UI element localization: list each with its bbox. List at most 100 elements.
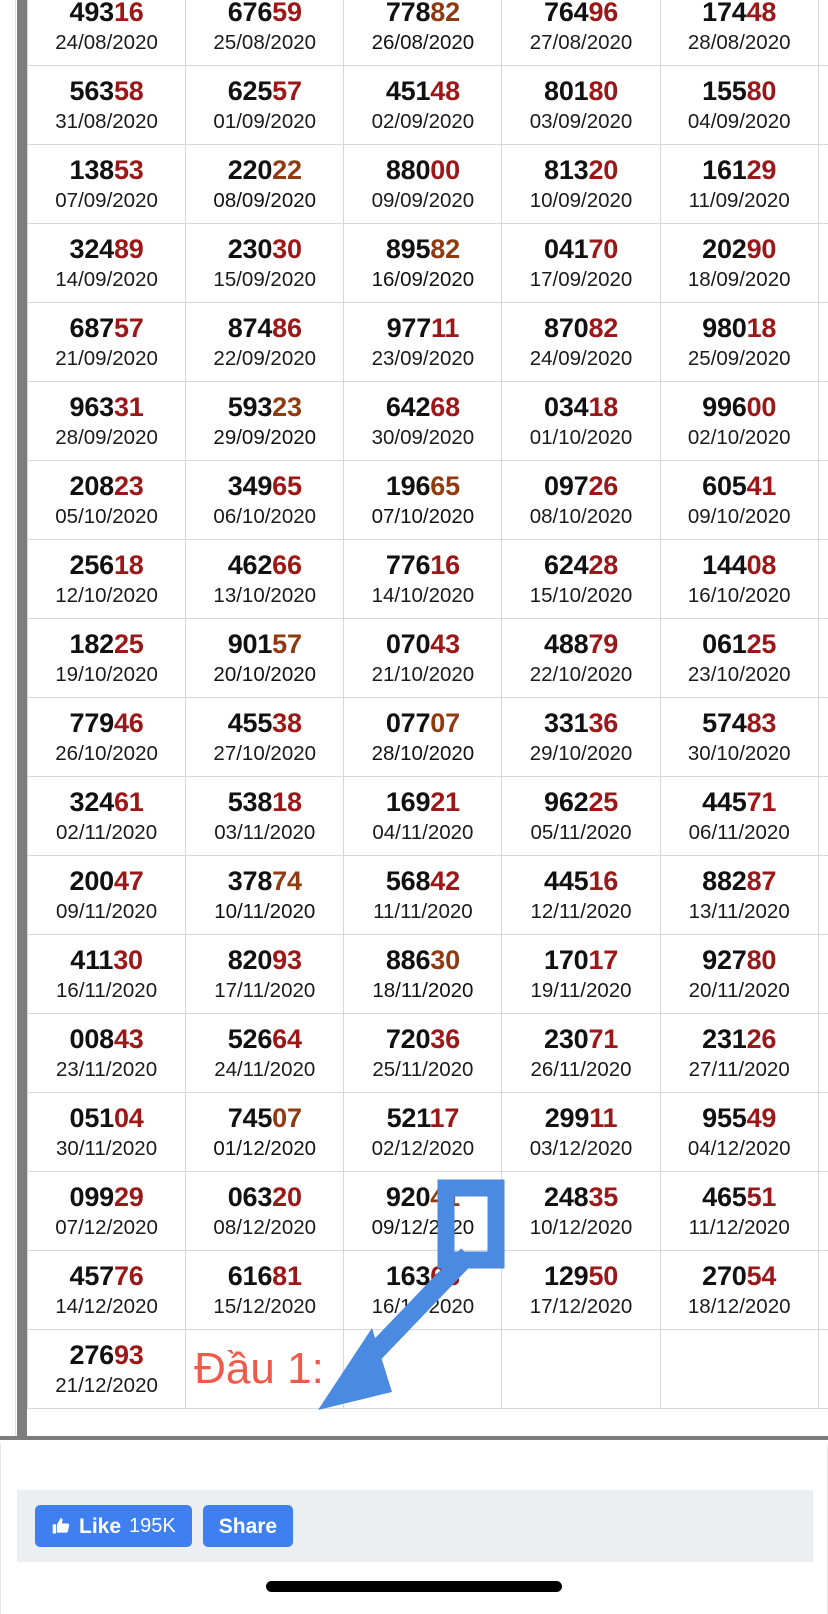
result-cell[interactable]: 59323 29/09/2020 [185,381,345,461]
result-cell[interactable]: 12950 17/12/2020 [501,1250,661,1330]
result-cell[interactable]: 16363 16/12/2020 [343,1250,503,1330]
result-cell[interactable]: 60541 09/10/2020 [659,460,819,540]
result-cell[interactable]: 32489 14/09/2020 [26,223,187,303]
result-cell[interactable]: 25618 12/10/2020 [26,539,187,619]
result-cell[interactable]: 76496 27/08/2020 [501,0,661,66]
result-cell[interactable]: 56842 11/11/2020 [343,855,503,935]
result-cell[interactable]: 62428 15/10/2020 [501,539,661,619]
result-cell[interactable]: 15580 04/09/2020 [659,65,819,145]
result-cell[interactable]: 82093 17/11/2020 [185,934,345,1014]
result-cell[interactable]: 18225 19/10/2020 [26,618,187,698]
result-cell[interactable]: 92780 20/11/2020 [659,934,819,1014]
result-cell[interactable]: 05104 30/11/2020 [26,1092,187,1172]
result-cell[interactable]: 88000 09/09/2020 [343,144,503,224]
result-cell[interactable]: 88287 13/11/2020 [659,855,819,935]
result-cell[interactable]: 67659 25/08/2020 [185,0,345,66]
result-cell[interactable]: 17017 19/11/2020 [501,934,661,1014]
result-cell[interactable]: 87486 22/09/2020 [185,302,345,382]
result-cell[interactable]: 45148 02/09/2020 [343,65,503,145]
result-cell[interactable]: 52117 02/12/2020 [343,1092,503,1172]
result-cell[interactable]: 48879 22/10/2020 [501,618,661,698]
result-cell[interactable]: 17448 28/08/2020 [659,0,819,66]
result-cell[interactable]: 23030 15/09/2020 [185,223,345,303]
result-cell[interactable]: 99600 02/10/2020 [659,381,819,461]
vertical-scrollbar[interactable] [17,0,27,1436]
result-cell[interactable]: 09726 08/10/2020 [501,460,661,540]
result-cell[interactable]: 72036 25/11/2020 [343,1013,503,1093]
result-cell[interactable]: 22022 08/09/2020 [185,144,345,224]
result-cell[interactable]: 23126 27/11/2020 [659,1013,819,1093]
result-cell[interactable]: 23071 26/11/2020 [501,1013,661,1093]
result-date: 23/09/2020 [371,346,475,370]
result-cell[interactable]: 77882 26/08/2020 [343,0,503,66]
result-cell[interactable]: 16129 11/09/2020 [659,144,819,224]
result-cell[interactable]: 45538 27/10/2020 [185,697,345,777]
facebook-like-button[interactable]: Like 195K [35,1505,192,1547]
result-cell[interactable]: 34965 06/10/2020 [185,460,345,540]
empty-cell [817,776,828,856]
result-cell[interactable]: 06125 23/10/2020 [659,618,819,698]
result-cell[interactable]: 24835 10/12/2020 [501,1171,661,1251]
result-cell[interactable]: 46266 13/10/2020 [185,539,345,619]
facebook-share-button[interactable]: Share [202,1505,294,1547]
result-cell[interactable]: 80180 03/09/2020 [501,65,661,145]
result-cell[interactable]: 87082 24/09/2020 [501,302,661,382]
result-cell[interactable]: 41130 16/11/2020 [26,934,187,1014]
result-cell[interactable]: 68757 21/09/2020 [26,302,187,382]
result-cell[interactable]: 44571 06/11/2020 [659,776,819,856]
result-date: 14/12/2020 [55,1294,158,1318]
result-cell[interactable]: 90157 20/10/2020 [185,618,345,698]
result-cell[interactable]: 06320 08/12/2020 [185,1171,345,1251]
result-cell[interactable]: 03418 01/10/2020 [501,381,661,461]
result-date: 30/10/2020 [687,741,791,765]
result-number-tail: 23 [272,391,302,422]
note-cell[interactable]: Đầu 1: [185,1329,345,1409]
result-number-tail: 66 [272,549,302,580]
result-cell[interactable]: 19665 07/10/2020 [343,460,503,540]
result-cell[interactable]: 49316 24/08/2020 [26,0,187,66]
result-cell[interactable]: 09929 07/12/2020 [26,1171,187,1251]
result-cell[interactable]: 53818 03/11/2020 [185,776,345,856]
result-cell[interactable]: 95549 04/12/2020 [659,1092,819,1172]
result-cell[interactable]: 07707 28/10/2020 [343,697,503,777]
result-number-tail: 20 [272,1181,302,1212]
result-cell[interactable]: 13853 07/09/2020 [26,144,187,224]
result-cell[interactable]: 04170 17/09/2020 [501,223,661,303]
result-cell[interactable]: 57483 30/10/2020 [659,697,819,777]
result-cell[interactable]: 14408 16/10/2020 [659,539,819,619]
result-cell[interactable]: 89582 16/09/2020 [343,223,503,303]
result-cell[interactable]: 96225 05/11/2020 [501,776,661,856]
result-cell[interactable]: 96331 28/09/2020 [26,381,187,461]
result-cell[interactable]: 27054 18/12/2020 [659,1250,819,1330]
result-cell[interactable]: 27693 21/12/2020 [26,1329,187,1409]
result-cell[interactable]: 29911 03/12/2020 [501,1092,661,1172]
result-cell[interactable]: 61681 15/12/2020 [185,1250,345,1330]
result-cell[interactable]: 92041 09/12/2020 [343,1171,503,1251]
result-cell[interactable]: 44516 12/11/2020 [501,855,661,935]
result-cell[interactable]: 46551 11/12/2020 [659,1171,819,1251]
result-cell[interactable]: 20290 18/09/2020 [659,223,819,303]
result-cell[interactable]: 16921 04/11/2020 [343,776,503,856]
result-cell[interactable]: 77946 26/10/2020 [26,697,187,777]
result-number-tail: 00 [746,391,777,422]
result-number: 48879 [544,628,619,659]
results-table-viewport[interactable]: 49316 24/08/2020 67659 25/08/2020 77882 26/08… [0,0,828,1440]
result-cell[interactable]: 62557 01/09/2020 [185,65,345,145]
result-cell[interactable]: 77616 14/10/2020 [343,539,503,619]
result-cell[interactable]: 97711 23/09/2020 [343,302,503,382]
result-cell[interactable]: 20047 09/11/2020 [26,855,187,935]
result-cell[interactable]: 56358 31/08/2020 [26,65,187,145]
result-cell[interactable]: 07043 21/10/2020 [343,618,503,698]
result-cell[interactable]: 32461 02/11/2020 [26,776,187,856]
result-cell[interactable]: 37874 10/11/2020 [185,855,345,935]
result-cell[interactable]: 74507 01/12/2020 [185,1092,345,1172]
result-cell[interactable]: 98018 25/09/2020 [659,302,819,382]
result-cell[interactable]: 64268 30/09/2020 [343,381,503,461]
result-cell[interactable]: 52664 24/11/2020 [185,1013,345,1093]
result-cell[interactable]: 33136 29/10/2020 [501,697,661,777]
result-cell[interactable]: 81320 10/09/2020 [501,144,661,224]
result-cell[interactable]: 00843 23/11/2020 [26,1013,187,1093]
result-cell[interactable]: 88630 18/11/2020 [343,934,503,1014]
result-cell[interactable]: 20823 05/10/2020 [26,460,187,540]
result-cell[interactable]: 45776 14/12/2020 [26,1250,187,1330]
